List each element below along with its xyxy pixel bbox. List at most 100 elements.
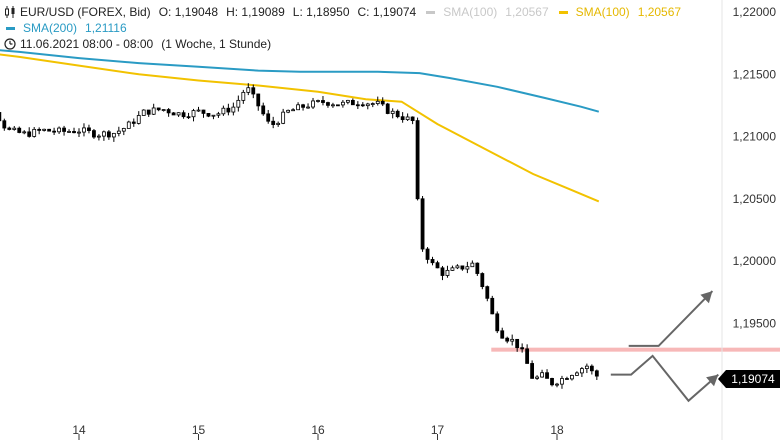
candle-body [146, 109, 151, 115]
chart-legend: EUR/USD (FOREX, Bid) O: 1,19048 H: 1,190… [4, 4, 689, 52]
candle-body [345, 99, 350, 103]
candle-body [296, 104, 300, 111]
candle-body [336, 104, 340, 107]
candle-body [17, 127, 22, 133]
candle-body [570, 374, 574, 380]
candle-body [490, 297, 495, 315]
candle-body [331, 104, 335, 107]
candle-body [520, 347, 525, 350]
candle-body [440, 267, 445, 276]
candle-body [515, 338, 520, 349]
sma100-label: SMA(100) [575, 5, 630, 19]
x-tick-label: 17 [431, 423, 445, 437]
candle-body [291, 109, 296, 112]
candle-body [435, 262, 440, 269]
candle-body [97, 135, 101, 138]
candle-body [201, 109, 206, 114]
candle-body [340, 101, 345, 106]
candle-body [326, 102, 330, 106]
candle-body [7, 127, 12, 130]
x-axis: 14 15 16 17 18 [72, 423, 564, 440]
candle-body [390, 110, 395, 114]
candle-body [2, 120, 7, 129]
candle-body [355, 104, 360, 107]
candle-body [72, 131, 76, 134]
candle-body [405, 116, 410, 121]
sma100-muted-value: 1,20567 [505, 5, 549, 19]
candle-body [375, 100, 380, 104]
sma100-swatch [558, 10, 568, 14]
candle-body [181, 112, 186, 118]
legend-row-sma200: SMA(200) 1,21116 [4, 20, 689, 36]
candle-body [87, 127, 91, 131]
candle-body [67, 131, 71, 133]
candle-body [395, 110, 400, 118]
candle-body [101, 131, 106, 137]
y-tick-label: 1,19500 [733, 317, 777, 331]
sma200-line [0, 49, 600, 113]
candle-body [425, 248, 430, 260]
x-tick-label: 16 [311, 423, 325, 437]
candle-body [111, 132, 116, 138]
clock-icon [4, 38, 16, 50]
candle-body [455, 265, 460, 269]
candle-body [246, 87, 251, 93]
y-axis: 1,22000 1,21500 1,21000 1,20500 1,20000 1,195… [721, 0, 777, 440]
candle-body [575, 372, 579, 376]
x-tick-label: 15 [192, 423, 206, 437]
high-value: H: 1,19089 [226, 5, 285, 19]
candle-body [500, 330, 505, 339]
candle-body [560, 378, 564, 385]
candle-body [321, 100, 325, 103]
candle-body [156, 107, 161, 111]
candle-body [530, 363, 535, 379]
candle-body [311, 100, 315, 108]
candle-body [301, 104, 305, 108]
candle-body [0, 112, 2, 122]
sma200-swatch [6, 26, 15, 30]
scenario-arrow-line [628, 290, 714, 347]
candle-body [485, 286, 490, 299]
candle-body [176, 112, 181, 116]
candle-body [400, 116, 405, 121]
candle-body [266, 113, 271, 122]
candle-body [385, 103, 390, 114]
symbol-label: EUR/USD (FOREX, Bid) [20, 5, 151, 19]
candle-body [535, 376, 539, 379]
candle-body [445, 269, 450, 276]
candle-body [12, 127, 17, 130]
candle-body [465, 266, 470, 270]
candle-body [27, 131, 32, 137]
candle-body [470, 262, 475, 268]
x-tick-label: 14 [72, 423, 86, 437]
candle-body [92, 130, 96, 138]
resistance-line [491, 347, 780, 352]
candle-body [380, 100, 385, 105]
candle-body [171, 112, 176, 116]
candle-body [271, 120, 276, 125]
candle-body [206, 113, 211, 117]
candle-body [236, 99, 241, 108]
candle-body [540, 372, 544, 378]
candle-body [52, 130, 57, 133]
candle-body [579, 368, 584, 374]
candle-body [550, 377, 554, 386]
candle-body [126, 121, 131, 129]
moving-averages [0, 49, 600, 203]
candle-body [196, 109, 201, 112]
candle-body [251, 87, 256, 95]
candle-body [594, 370, 599, 377]
y-tick-label: 1,20500 [733, 192, 777, 206]
candle-body [510, 338, 515, 342]
candle-body [281, 111, 286, 124]
candle-body [350, 99, 355, 106]
candle-body [316, 100, 320, 102]
candle-body [261, 105, 266, 115]
candle-body [62, 127, 66, 132]
y-tick-label: 1,21500 [733, 67, 777, 81]
close-value: C: 1,19074 [357, 5, 417, 19]
sma100-muted-swatch [426, 10, 436, 14]
candle-body [286, 109, 291, 113]
candle-body [121, 128, 126, 132]
candle-body [191, 110, 196, 118]
